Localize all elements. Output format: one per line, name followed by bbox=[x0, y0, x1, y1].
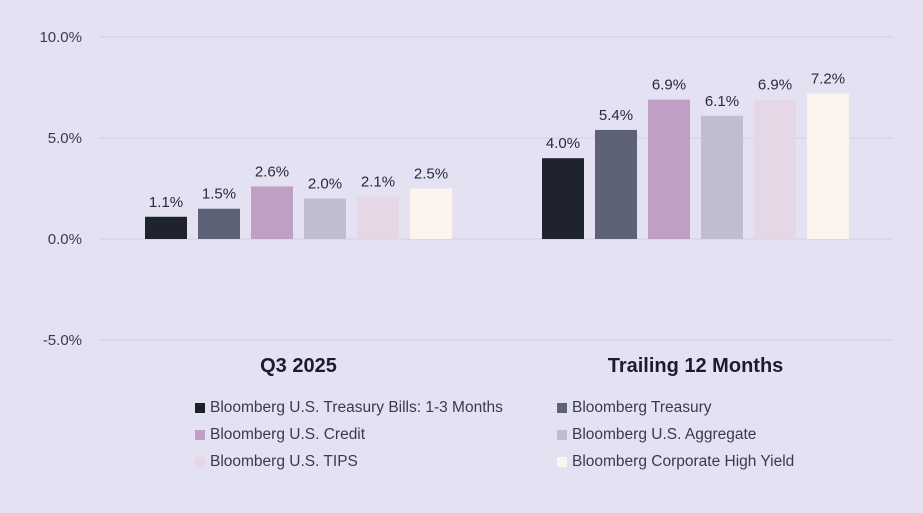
legend-swatch bbox=[195, 456, 205, 467]
data-label: 7.2% bbox=[811, 71, 845, 88]
legend-swatch bbox=[557, 456, 567, 467]
legend-swatch bbox=[195, 402, 205, 413]
bar bbox=[542, 158, 584, 239]
y-tick-label: 0.0% bbox=[48, 231, 82, 248]
chart-legend: Bloomberg U.S. Treasury Bills: 1-3 Month… bbox=[195, 398, 835, 471]
data-label: 6.9% bbox=[652, 77, 686, 94]
legend-label: Bloomberg U.S. Credit bbox=[210, 425, 366, 443]
data-label: 2.0% bbox=[308, 176, 342, 193]
legend-item: Bloomberg Corporate High Yield bbox=[557, 452, 827, 471]
bar bbox=[357, 196, 399, 239]
bar bbox=[304, 198, 346, 239]
data-label: 1.1% bbox=[149, 194, 183, 211]
bar bbox=[251, 186, 293, 239]
legend-item: Bloomberg U.S. TIPS bbox=[195, 452, 557, 471]
bar bbox=[198, 208, 240, 239]
y-tick-label: 5.0% bbox=[48, 130, 82, 147]
legend-label: Bloomberg U.S. Treasury Bills: 1-3 Month… bbox=[210, 398, 503, 416]
data-label: 1.5% bbox=[202, 186, 236, 203]
bar bbox=[648, 99, 690, 240]
legend-swatch bbox=[557, 429, 567, 440]
bar bbox=[410, 188, 452, 239]
bar bbox=[595, 129, 637, 239]
chart-plot-area: 10.0% 5.0% 0.0% -5.0% 1.1% 1.5% 2.6% 2.0% 2.1% 2.… bbox=[39, 29, 893, 377]
data-label: 2.5% bbox=[414, 166, 448, 183]
bar bbox=[145, 216, 187, 239]
data-label: 4.0% bbox=[546, 135, 580, 152]
legend-label: Bloomberg U.S. TIPS bbox=[210, 452, 358, 470]
y-tick-label: 10.0% bbox=[39, 29, 82, 46]
data-label: 5.4% bbox=[599, 107, 633, 124]
data-label: 2.6% bbox=[255, 163, 289, 180]
legend-label: Bloomberg Treasury bbox=[572, 398, 712, 416]
data-label: 6.1% bbox=[705, 93, 739, 110]
y-tick-label: -5.0% bbox=[43, 332, 82, 349]
legend-label: Bloomberg Corporate High Yield bbox=[572, 452, 795, 470]
legend-item: Bloomberg Treasury bbox=[557, 398, 827, 417]
legend-item: Bloomberg U.S. Credit bbox=[195, 425, 557, 444]
legend-item: Bloomberg U.S. Treasury Bills: 1-3 Month… bbox=[195, 398, 557, 417]
category-label: Q3 2025 bbox=[260, 355, 337, 377]
bar bbox=[754, 99, 796, 240]
data-label: 6.9% bbox=[758, 77, 792, 94]
legend-item: Bloomberg U.S. Aggregate bbox=[557, 425, 827, 444]
data-label: 2.1% bbox=[361, 174, 395, 191]
category-label: Trailing 12 Months bbox=[608, 355, 784, 377]
legend-swatch bbox=[557, 402, 567, 413]
bar bbox=[807, 93, 849, 239]
legend-swatch bbox=[195, 429, 205, 440]
bar bbox=[701, 115, 743, 239]
legend-label: Bloomberg U.S. Aggregate bbox=[572, 425, 757, 443]
